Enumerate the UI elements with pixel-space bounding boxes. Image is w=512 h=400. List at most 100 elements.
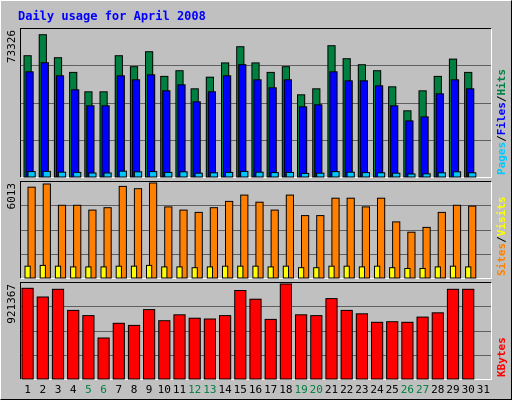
kbytes-bar-day-13 (203, 318, 217, 380)
sites-bar-day-30 (465, 266, 472, 279)
files-bar-day-27 (420, 116, 429, 178)
kbytes-bar-day-7 (112, 322, 125, 380)
kbytes-panel: 921367 KBytes (5, 282, 508, 380)
pages-bar-day-22 (346, 171, 355, 178)
files-bar-day-18 (283, 79, 292, 178)
visits-bar-day-3 (57, 204, 67, 279)
x-tick-label-day-14: 14 (218, 383, 232, 396)
kbytes-bar-day-5 (82, 315, 95, 380)
pages-bar-day-26 (407, 173, 416, 178)
plot-border-bottom-right (20, 282, 492, 380)
x-tick-label-day-27: 27 (416, 383, 429, 396)
kbytes-bar-day-10 (158, 320, 171, 380)
visits-bar-day-1 (27, 186, 36, 279)
x-tick-label-day-11: 11 (173, 383, 186, 396)
pages-bar-day-8 (133, 171, 143, 178)
kbytes-bar-day-29 (446, 288, 460, 380)
visits-bar-day-21 (331, 197, 340, 279)
files-bar-day-19 (299, 106, 308, 178)
visits-bar-day-12 (194, 211, 203, 279)
sites-bar-day-19 (298, 267, 305, 279)
kbytes-bar-day-21 (325, 298, 338, 380)
sites-bar-day-14 (222, 265, 229, 279)
x-tick-label-day-29: 29 (446, 383, 459, 396)
kbytes-bar-day-30 (462, 288, 475, 380)
x-tick-label-day-2: 2 (39, 383, 46, 396)
sites-bar-day-2 (39, 264, 46, 279)
x-tick-label-day-23: 23 (355, 383, 368, 396)
visits-bar-day-28 (437, 211, 446, 279)
pages-bar-day-9 (149, 171, 158, 178)
kbytes-bar-day-20 (310, 315, 323, 380)
files-bar-day-2 (40, 62, 49, 178)
pages-bar-day-16 (255, 171, 264, 178)
visits-bar-day-29 (452, 204, 462, 279)
legend-pages: Pages (495, 142, 508, 175)
legend-separator: / (495, 95, 508, 102)
pages-bar-day-10 (164, 171, 173, 178)
x-tick-label-day-7: 7 (115, 383, 122, 396)
kbytes-bar-day-24 (371, 321, 384, 380)
files-bar-day-4 (71, 89, 80, 178)
files-bar-day-7 (116, 75, 125, 178)
visits-bar-day-18 (285, 194, 294, 279)
x-tick-label-day-5: 5 (85, 383, 92, 396)
sites-bar-day-17 (267, 266, 274, 279)
visits-bar-day-19 (301, 215, 310, 279)
x-tick-label-day-1: 1 (24, 383, 31, 396)
pages-bar-day-13 (209, 172, 219, 178)
x-tick-label-day-16: 16 (249, 383, 262, 396)
pages-bar-day-1 (27, 171, 36, 178)
visits-bar-day-17 (270, 209, 279, 279)
sites-bar-day-10 (161, 266, 168, 279)
legend-hits: Hits (495, 69, 508, 96)
visits-bar-day-30 (468, 205, 477, 279)
x-tick-label-day-28: 28 (431, 383, 444, 396)
sites-bar-day-1 (24, 265, 31, 279)
x-tick-label-day-30: 30 (462, 383, 475, 396)
pages-bar-day-2 (42, 170, 51, 178)
x-tick-label-day-8: 8 (131, 383, 138, 396)
x-tick-label-day-12: 12 (188, 383, 201, 396)
x-tick-label-day-13: 13 (203, 383, 216, 396)
sites-bar-day-3 (54, 265, 62, 279)
kbytes-bar-day-9 (143, 309, 156, 380)
pages-bar-day-27 (422, 173, 431, 178)
files-bar-day-1 (25, 71, 34, 178)
files-bar-day-3 (55, 75, 65, 178)
pages-bar-day-23 (361, 172, 370, 178)
x-tick-label-day-3: 3 (55, 383, 62, 396)
visits-bar-day-23 (361, 206, 370, 279)
x-tick-label-day-22: 22 (340, 383, 353, 396)
sites-bar-day-8 (130, 265, 138, 279)
visits-bar-day-26 (407, 231, 416, 279)
sites-bar-day-20 (313, 267, 320, 279)
kbytes-bar-day-16 (249, 298, 262, 380)
files-bar-day-17 (268, 87, 277, 178)
sites-bar-day-15 (237, 265, 244, 279)
visits-bar-day-8 (133, 188, 143, 279)
kbytes-bar-day-27 (416, 316, 429, 380)
visits-bar-day-22 (346, 197, 355, 279)
kbytes-bar-day-25 (386, 321, 399, 380)
x-tick-label-day-26: 26 (401, 383, 414, 396)
files-bar-day-6 (101, 105, 110, 178)
kbytes-bar-day-19 (295, 314, 308, 380)
legend: Sites/Visits (495, 197, 508, 277)
x-tick-label-day-21: 21 (325, 383, 338, 396)
kbytes-bar-day-26 (401, 321, 414, 380)
pages-bar-day-21 (331, 171, 340, 178)
files-bar-day-13 (207, 91, 217, 178)
pages-bar-day-3 (57, 171, 67, 178)
x-tick-label-day-6: 6 (100, 383, 107, 396)
visits-bar-day-16 (255, 201, 264, 279)
kbytes-bar-day-3 (51, 288, 65, 380)
kbytes-bar-day-1 (21, 287, 34, 380)
legend-separator: / (495, 135, 508, 142)
chart-title: Daily usage for April 2008 (18, 9, 206, 23)
sites-bar-day-21 (328, 265, 335, 279)
pages-bar-day-30 (468, 172, 477, 178)
files-bar-day-15 (238, 64, 247, 178)
kbytes-bar-day-6 (97, 337, 110, 380)
kbytes-bar-day-12 (188, 317, 201, 380)
